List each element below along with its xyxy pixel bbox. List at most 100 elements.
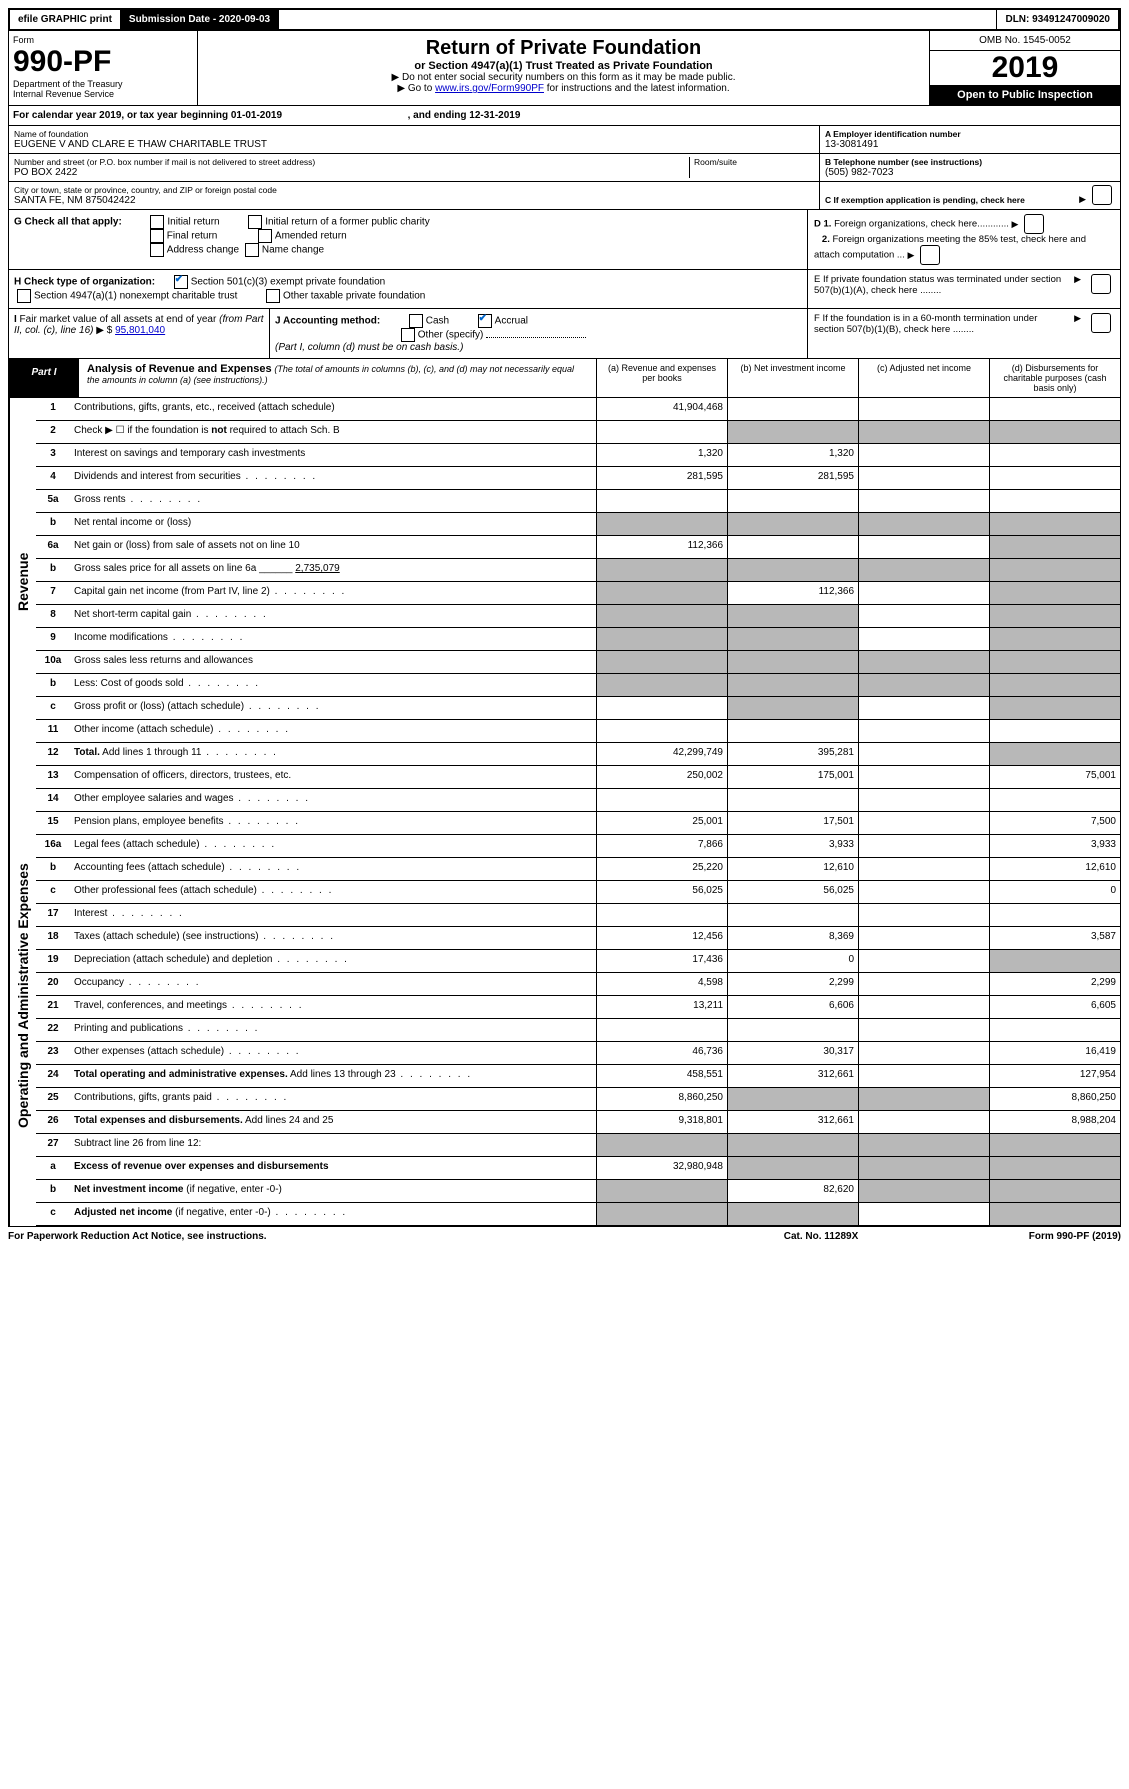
- city-label: City or town, state or province, country…: [14, 185, 814, 195]
- e-checkbox[interactable]: [1091, 274, 1111, 294]
- g3-checkbox[interactable]: [150, 229, 164, 243]
- foundation-name: EUGENE V AND CLARE E THAW CHARITABLE TRU…: [14, 139, 814, 150]
- fmv-link[interactable]: 95,801,040: [115, 325, 165, 336]
- value-cell: 2,299: [727, 973, 858, 995]
- line-description: Pension plans, employee benefits: [70, 812, 596, 834]
- value-cell: [989, 444, 1120, 466]
- j-cash-checkbox[interactable]: [409, 314, 423, 328]
- line-number: b: [36, 559, 70, 581]
- line-number: 9: [36, 628, 70, 650]
- value-cell: 17,436: [596, 950, 727, 972]
- f-checkbox[interactable]: [1091, 313, 1111, 333]
- ein-label: A Employer identification number: [825, 129, 1115, 139]
- ein: 13-3081491: [825, 139, 1115, 150]
- value-cell: [989, 421, 1120, 443]
- value-cell: 7,866: [596, 835, 727, 857]
- line-description: Capital gain net income (from Part IV, l…: [70, 582, 596, 604]
- value-cell: [989, 467, 1120, 489]
- c-checkbox[interactable]: [1092, 185, 1112, 205]
- value-cell: [858, 812, 989, 834]
- value-cell: [858, 1111, 989, 1133]
- j-other-checkbox[interactable]: [401, 328, 415, 342]
- part-header: Part I Analysis of Revenue and Expenses …: [8, 359, 1121, 398]
- table-row: cAdjusted net income (if negative, enter…: [36, 1203, 1120, 1226]
- value-cell: 0: [989, 881, 1120, 903]
- line-description: Legal fees (attach schedule): [70, 835, 596, 857]
- line-description: Net investment income (if negative, ente…: [70, 1180, 596, 1202]
- value-cell: [858, 858, 989, 880]
- g5-checkbox[interactable]: [150, 243, 164, 257]
- value-cell: 1,320: [596, 444, 727, 466]
- table-row: bGross sales price for all assets on lin…: [36, 559, 1120, 582]
- g4-checkbox[interactable]: [258, 229, 272, 243]
- table-row: 11Other income (attach schedule): [36, 720, 1120, 743]
- g1-checkbox[interactable]: [150, 215, 164, 229]
- value-cell: [989, 1180, 1120, 1202]
- d-section: D 1. D 1. Foreign organizations, check h…: [814, 214, 1114, 265]
- value-cell: [858, 605, 989, 627]
- table-row: 3Interest on savings and temporary cash …: [36, 444, 1120, 467]
- line-number: b: [36, 674, 70, 696]
- e-label: E If private foundation status was termi…: [814, 274, 1070, 296]
- line-number: 18: [36, 927, 70, 949]
- line-description: Net rental income or (loss): [70, 513, 596, 535]
- value-cell: [989, 398, 1120, 420]
- value-cell: 8,988,204: [989, 1111, 1120, 1133]
- value-cell: [858, 1019, 989, 1041]
- value-cell: [858, 927, 989, 949]
- d1-checkbox[interactable]: [1024, 214, 1044, 234]
- value-cell: 82,620: [727, 1180, 858, 1202]
- footer-left: For Paperwork Reduction Act Notice, see …: [8, 1231, 721, 1242]
- line-description: Excess of revenue over expenses and disb…: [70, 1157, 596, 1179]
- h3-checkbox[interactable]: [266, 289, 280, 303]
- g6-checkbox[interactable]: [245, 243, 259, 257]
- table-row: bNet investment income (if negative, ent…: [36, 1180, 1120, 1203]
- value-cell: [596, 490, 727, 512]
- value-cell: [989, 651, 1120, 673]
- value-cell: [858, 559, 989, 581]
- value-cell: [989, 559, 1120, 581]
- value-cell: [596, 605, 727, 627]
- col-d: (d) Disbursements for charitable purpose…: [990, 359, 1120, 397]
- note1: ▶ Do not enter social security numbers o…: [204, 72, 923, 83]
- g2-checkbox[interactable]: [248, 215, 262, 229]
- table-row: 25Contributions, gifts, grants paid8,860…: [36, 1088, 1120, 1111]
- line-description: Accounting fees (attach schedule): [70, 858, 596, 880]
- value-cell: 56,025: [596, 881, 727, 903]
- value-cell: [989, 904, 1120, 926]
- value-cell: 7,500: [989, 812, 1120, 834]
- value-cell: [989, 743, 1120, 765]
- value-cell: [858, 398, 989, 420]
- j-accrual-checkbox[interactable]: [478, 314, 492, 328]
- h2-checkbox[interactable]: [17, 289, 31, 303]
- value-cell: [727, 651, 858, 673]
- value-cell: 17,501: [727, 812, 858, 834]
- value-cell: [596, 1203, 727, 1225]
- d2-checkbox[interactable]: [920, 245, 940, 265]
- line-number: 12: [36, 743, 70, 765]
- value-cell: 0: [727, 950, 858, 972]
- value-cell: [989, 628, 1120, 650]
- line-number: 22: [36, 1019, 70, 1041]
- line-number: 10a: [36, 651, 70, 673]
- value-cell: [989, 1203, 1120, 1225]
- value-cell: [858, 490, 989, 512]
- line-number: 26: [36, 1111, 70, 1133]
- value-cell: 25,220: [596, 858, 727, 880]
- value-cell: 1,320: [727, 444, 858, 466]
- line-description: Taxes (attach schedule) (see instruction…: [70, 927, 596, 949]
- form-link[interactable]: www.irs.gov/Form990PF: [435, 83, 544, 94]
- value-cell: [858, 444, 989, 466]
- h1-checkbox[interactable]: [174, 275, 188, 289]
- value-cell: [858, 1180, 989, 1202]
- value-cell: [727, 536, 858, 558]
- value-cell: [858, 536, 989, 558]
- value-cell: 3,933: [727, 835, 858, 857]
- col-b: (b) Net investment income: [728, 359, 859, 397]
- value-cell: 6,606: [727, 996, 858, 1018]
- value-cell: [858, 1088, 989, 1110]
- table-row: 18Taxes (attach schedule) (see instructi…: [36, 927, 1120, 950]
- value-cell: [596, 1019, 727, 1041]
- value-cell: [989, 697, 1120, 719]
- table-row: 23Other expenses (attach schedule)46,736…: [36, 1042, 1120, 1065]
